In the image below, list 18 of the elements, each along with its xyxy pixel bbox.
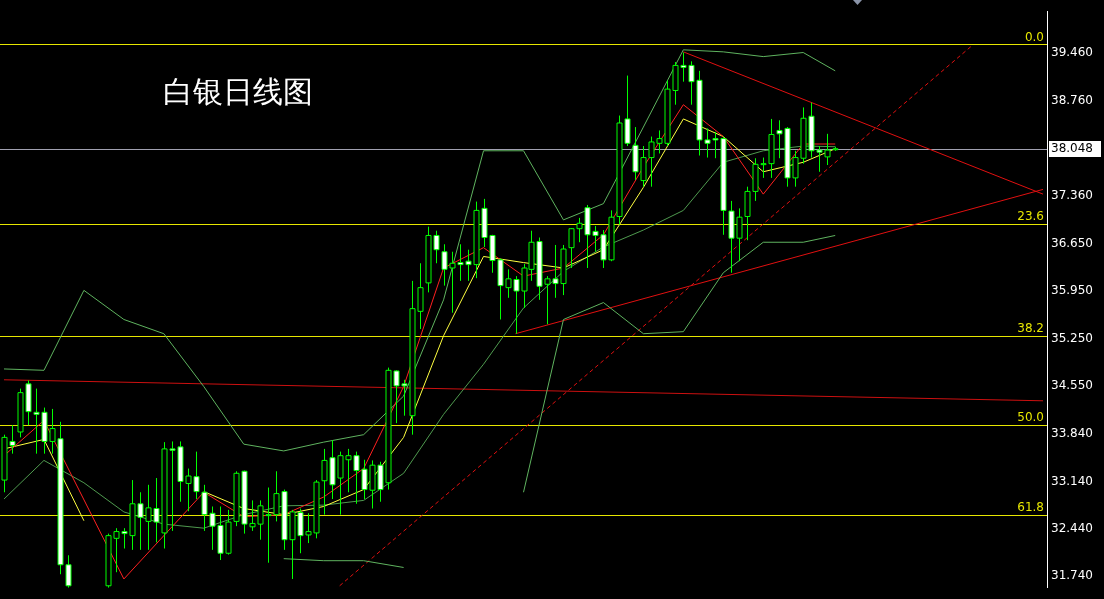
y-tick-label: 35.250 — [1051, 330, 1093, 345]
y-tick-label: 33.840 — [1051, 426, 1093, 441]
annotation: 0.0 — [1024, 29, 1044, 44]
y-tick-label: 37.360 — [1051, 187, 1093, 202]
text: 白银日线图 — [163, 73, 313, 111]
annotation: 61.8 — [1017, 499, 1044, 514]
y-tick-label: 39.460 — [1051, 45, 1093, 60]
y-tick-label: 34.550 — [1051, 378, 1093, 393]
y-tick-label: 32.440 — [1051, 520, 1093, 535]
y-tick-label: 38.760 — [1051, 92, 1093, 107]
annotation: 23.6 — [1017, 209, 1044, 224]
y-tick-label: 36.650 — [1051, 235, 1093, 250]
y-tick-label: 35.950 — [1051, 283, 1093, 298]
annotation: 50.0 — [1017, 410, 1044, 425]
y-tick-label: 33.140 — [1051, 473, 1093, 488]
annotation: 38.2 — [1017, 320, 1044, 335]
y-tick-label: 38.048 — [1051, 141, 1093, 155]
y-tick-label: 31.740 — [1051, 568, 1093, 583]
